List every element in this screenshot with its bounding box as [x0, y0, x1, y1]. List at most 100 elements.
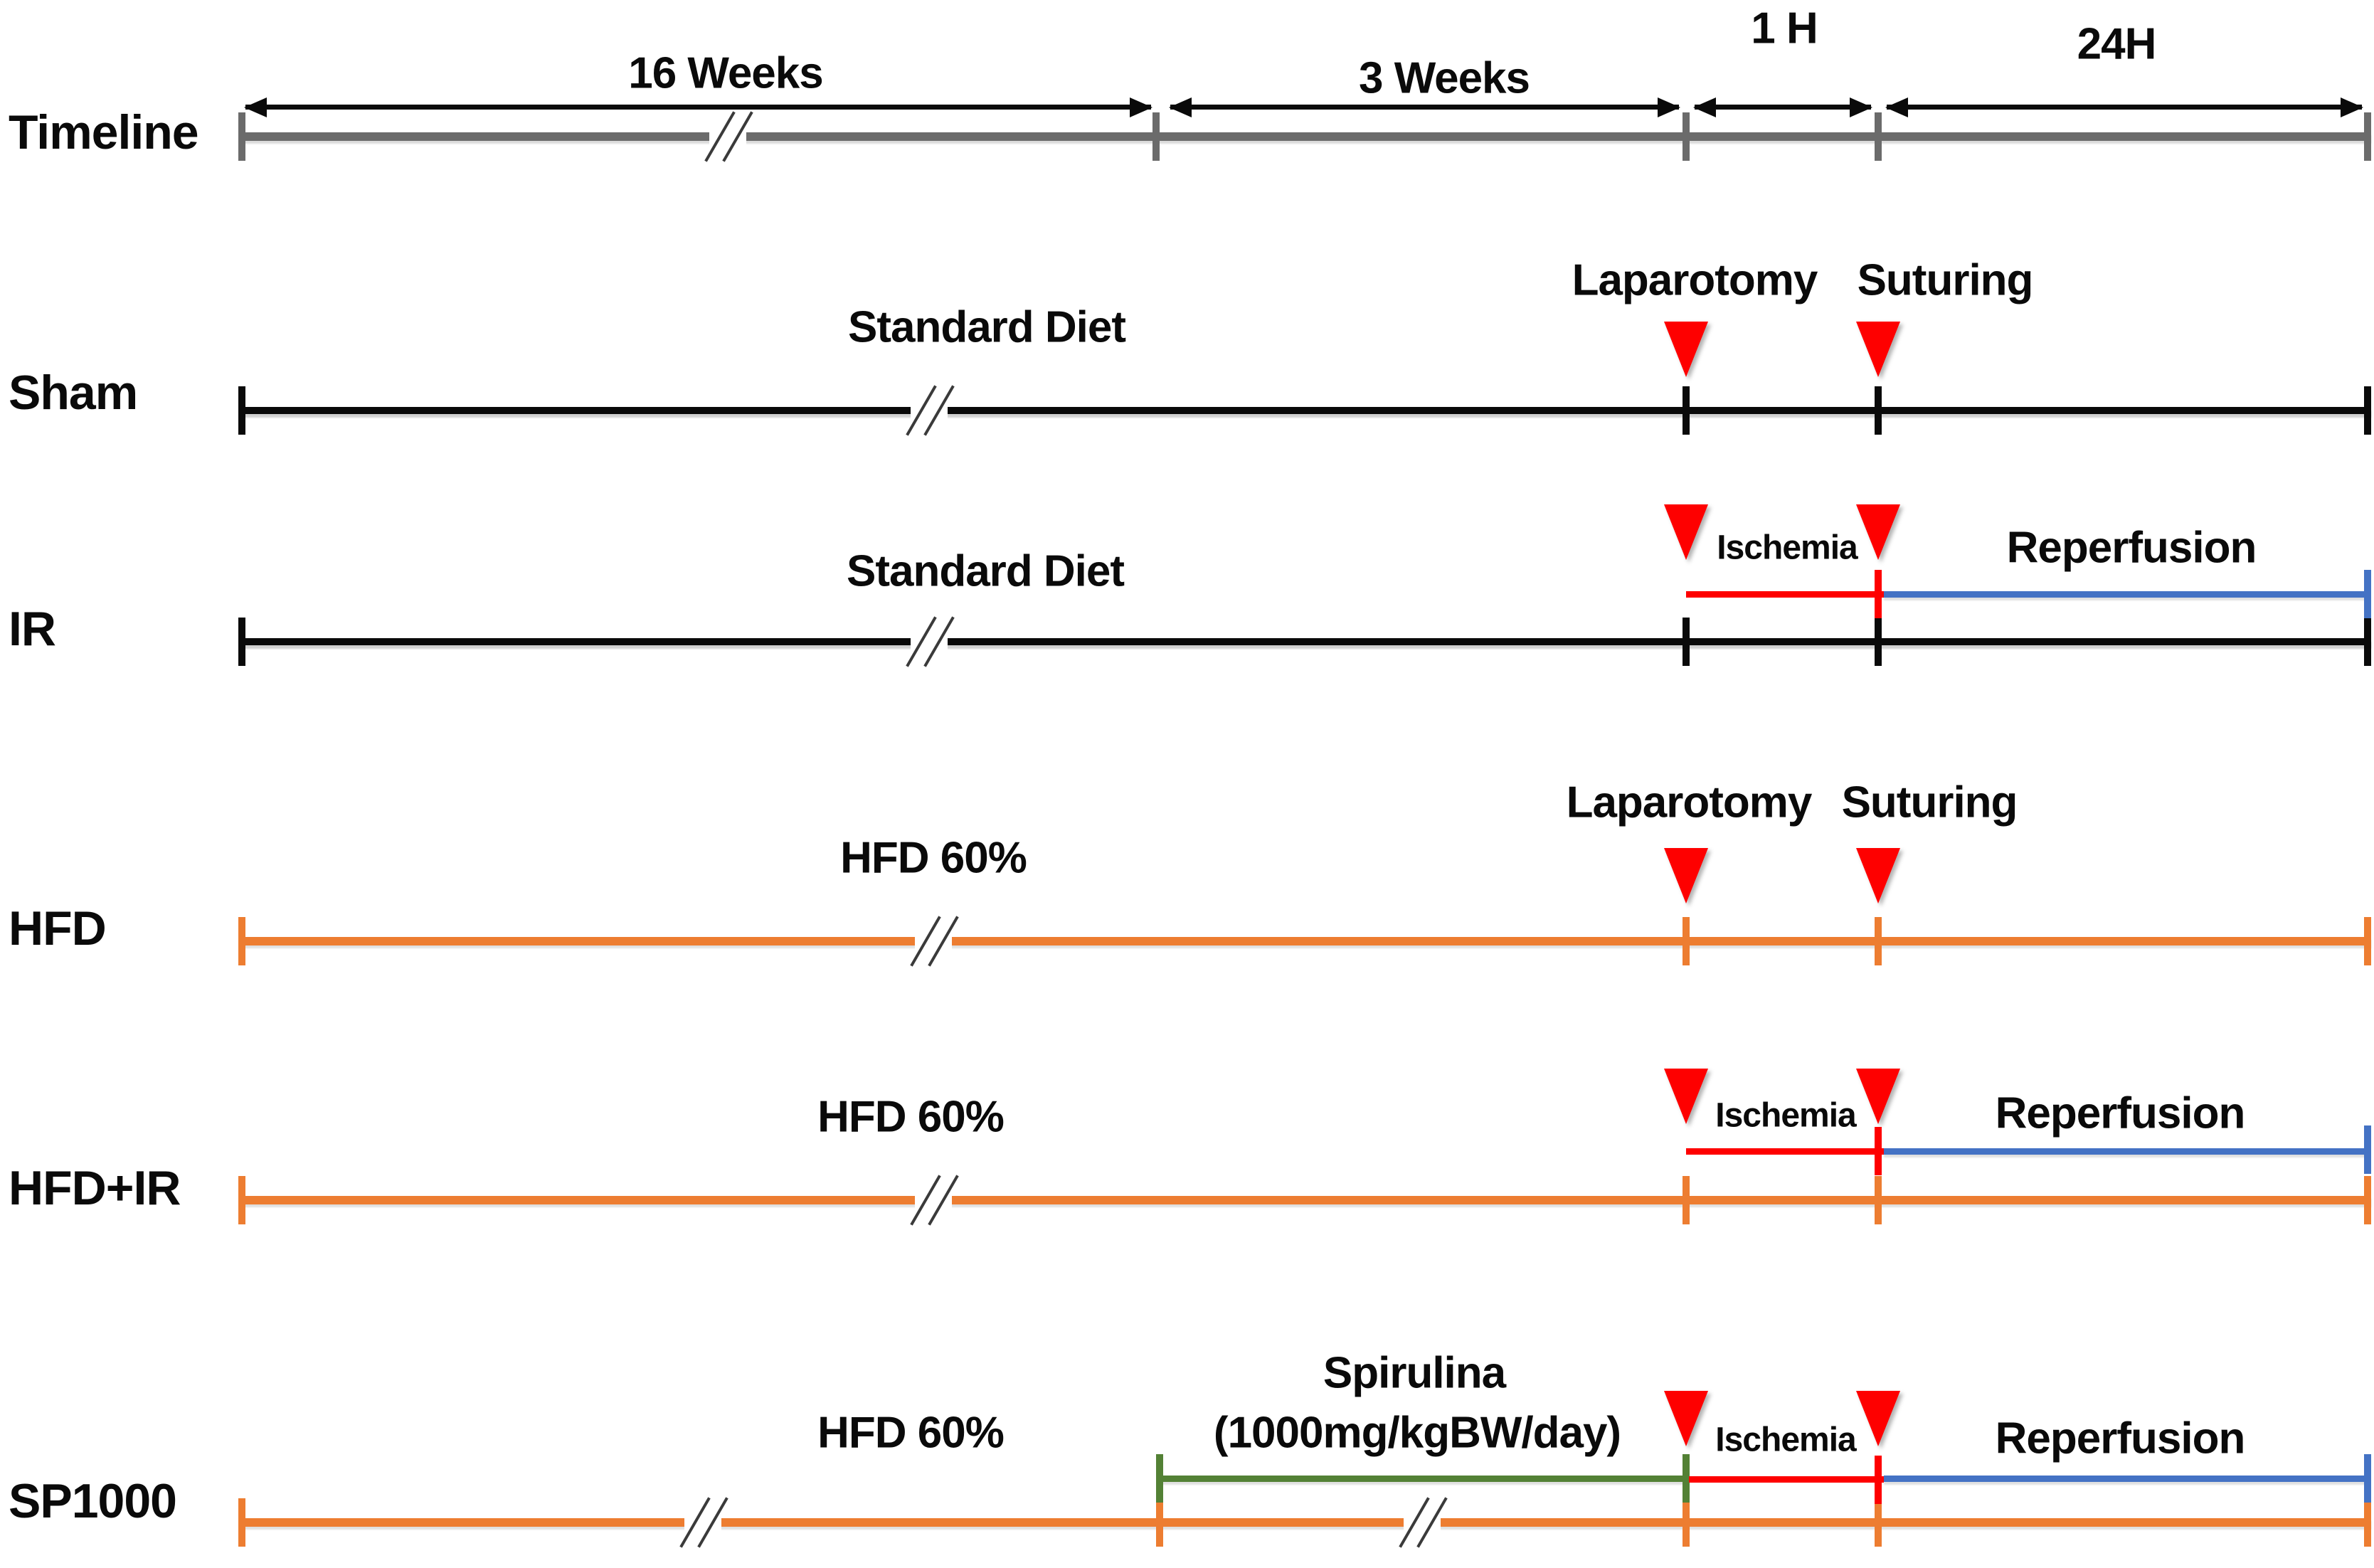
reperfusion-end-tick: [2364, 1125, 2371, 1174]
tick-suturing: [1875, 917, 1882, 965]
spirulina-end-tick: [1683, 1454, 1690, 1503]
break-slash: [905, 616, 937, 667]
interval-arrow-16-weeks: [245, 105, 1151, 110]
ir-timeline-bar: [242, 638, 2369, 645]
timeline-axis-bar: [242, 132, 2369, 141]
axis-break: [905, 616, 955, 667]
break-slash: [909, 916, 941, 967]
suturing-marker-icon: [1856, 848, 1900, 904]
axis-break: [1398, 1497, 1448, 1548]
axis-break: [909, 1175, 959, 1226]
tick-start: [238, 917, 245, 965]
segment-label-3-weeks: 3 Weeks: [1358, 53, 1530, 103]
interval-arrow-1-hour: [1695, 105, 1871, 110]
ischemia-start-marker-icon: [1664, 504, 1708, 560]
reperfusion-phase-line: [1884, 1476, 2369, 1482]
sham-timeline-bar: [242, 407, 2369, 414]
tick-end: [2364, 1176, 2371, 1224]
interval-arrow-3-weeks: [1170, 105, 1679, 110]
reperfusion-start-marker-icon: [1856, 1391, 1900, 1446]
tick-ischemia-start: [1683, 1176, 1690, 1224]
segment-label-1-hour: 1 H: [1751, 4, 1818, 53]
ischemia-start-marker-icon: [1664, 1391, 1708, 1446]
tick-1-hour: [1875, 112, 1882, 161]
timeline-label: Timeline: [9, 105, 199, 159]
reperfusion-end-tick: [2364, 1454, 2371, 1503]
ischemia-end-tick: [1875, 1127, 1882, 1175]
event-label-suturing: Suturing: [1841, 778, 2018, 827]
tick-end: [2364, 112, 2371, 161]
segment-label-16-weeks: 16 Weeks: [628, 48, 824, 98]
event-label-suturing: Suturing: [1857, 255, 2034, 305]
sp1000-timeline-bar: [242, 1518, 2369, 1527]
phase-label-reperfusion: Reperfusion: [2006, 523, 2257, 573]
spirulina-treatment-line: [1160, 1476, 1689, 1482]
tick-reperfusion-start: [1875, 1176, 1882, 1224]
phase-label-reperfusion: Reperfusion: [1995, 1414, 2246, 1463]
laparotomy-marker-icon: [1664, 848, 1708, 904]
break-slash: [679, 1497, 711, 1548]
reperfusion-start-marker-icon: [1856, 1069, 1900, 1124]
suturing-marker-icon: [1856, 322, 1900, 377]
ischemia-start-marker-icon: [1664, 1069, 1708, 1124]
axis-break: [704, 111, 753, 162]
event-label-laparotomy: Laparotomy: [1572, 255, 1818, 305]
interval-arrow-24-hours: [1887, 105, 2362, 110]
hfd-timeline-bar: [242, 937, 2369, 945]
diet-label: Standard Diet: [846, 546, 1125, 596]
phase-label-ischemia: Ischemia: [1717, 529, 1858, 567]
diet-label: Standard Diet: [847, 302, 1126, 352]
tick-reperfusion-start: [1875, 1498, 1882, 1547]
group-label-hfd-ir: HFD+IR: [9, 1161, 181, 1215]
diet-label: HFD 60%: [840, 833, 1027, 883]
diet-label: HFD 60%: [817, 1408, 1005, 1458]
tick-end: [2364, 386, 2371, 435]
reperfusion-start-marker-icon: [1856, 504, 1900, 560]
tick-laparotomy: [1683, 917, 1690, 965]
tick-end: [2364, 917, 2371, 965]
hfd-ir-timeline-bar: [242, 1196, 2369, 1204]
tick-suturing: [1875, 386, 1882, 435]
tick-16-weeks: [1152, 112, 1160, 161]
reperfusion-end-tick: [2364, 570, 2371, 618]
ischemia-phase-line: [1686, 1148, 1884, 1155]
reperfusion-phase-line: [1884, 591, 2369, 598]
group-label-hfd: HFD: [9, 901, 107, 955]
axis-break: [679, 1497, 728, 1548]
tick-reperfusion-start: [1875, 618, 1882, 666]
phase-label-ischemia: Ischemia: [1715, 1096, 1856, 1135]
break-slash: [704, 111, 736, 162]
tick-spirulina-start: [1156, 1498, 1163, 1547]
axis-break: [905, 385, 955, 436]
phase-label-ischemia: Ischemia: [1715, 1421, 1856, 1459]
tick-start: [238, 386, 245, 435]
group-label-sp1000: SP1000: [9, 1474, 177, 1528]
ischemia-phase-line: [1686, 591, 1884, 598]
treatment-label-line1: Spirulina: [1323, 1348, 1506, 1398]
group-label-ir: IR: [9, 602, 56, 656]
tick-ischemia-start: [1683, 1498, 1690, 1547]
phase-label-reperfusion: Reperfusion: [1995, 1088, 2246, 1138]
segment-label-24-hours: 24H: [2077, 19, 2157, 69]
reperfusion-phase-line: [1884, 1148, 2369, 1155]
break-slash: [1398, 1497, 1430, 1548]
tick-start: [238, 1498, 245, 1547]
laparotomy-marker-icon: [1664, 322, 1708, 377]
ischemia-end-tick: [1875, 570, 1882, 618]
axis-break: [909, 916, 959, 967]
tick-laparotomy: [1683, 386, 1690, 435]
tick-start: [238, 618, 245, 666]
ischemia-end-tick: [1875, 1456, 1882, 1504]
event-label-laparotomy: Laparotomy: [1566, 778, 1813, 827]
break-slash: [909, 1175, 941, 1226]
tick-ischemia-start: [1683, 618, 1690, 666]
spirulina-start-tick: [1156, 1454, 1163, 1503]
ischemia-phase-line: [1689, 1476, 1884, 1483]
group-label-sham: Sham: [9, 366, 138, 420]
tick-start: [238, 112, 245, 161]
tick-end: [2364, 1498, 2371, 1547]
tick-start: [238, 1176, 245, 1224]
tick-3-weeks: [1683, 112, 1690, 161]
treatment-label-line2: (1000mg/kgBW/day): [1213, 1408, 1621, 1458]
